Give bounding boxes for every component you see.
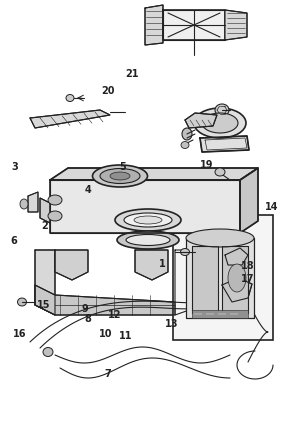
Ellipse shape — [134, 216, 162, 224]
Text: 8: 8 — [85, 314, 92, 324]
Polygon shape — [192, 246, 218, 313]
Polygon shape — [222, 278, 252, 302]
Text: 3: 3 — [11, 162, 18, 172]
Polygon shape — [28, 192, 38, 212]
Ellipse shape — [92, 165, 148, 187]
Text: 16: 16 — [13, 329, 26, 339]
Ellipse shape — [215, 168, 225, 176]
Polygon shape — [222, 246, 248, 313]
Polygon shape — [200, 136, 249, 152]
Ellipse shape — [18, 298, 26, 306]
Text: 21: 21 — [125, 69, 139, 79]
Polygon shape — [145, 5, 163, 45]
Ellipse shape — [181, 142, 189, 148]
Ellipse shape — [115, 209, 181, 231]
Text: 14: 14 — [264, 202, 278, 212]
Text: 15: 15 — [37, 299, 51, 310]
Bar — [192, 310, 248, 318]
Polygon shape — [186, 238, 254, 318]
Bar — [173, 215, 273, 340]
Polygon shape — [225, 10, 247, 40]
Text: 1: 1 — [159, 259, 166, 269]
Polygon shape — [135, 250, 168, 280]
Text: 18: 18 — [241, 261, 255, 272]
Polygon shape — [175, 250, 195, 315]
Text: 9: 9 — [82, 304, 89, 314]
Text: 20: 20 — [101, 86, 115, 96]
Text: 19: 19 — [199, 160, 213, 170]
Polygon shape — [225, 248, 248, 265]
Ellipse shape — [126, 234, 170, 245]
Text: 4: 4 — [85, 185, 92, 195]
Text: 12: 12 — [108, 310, 121, 320]
Ellipse shape — [48, 211, 62, 221]
Polygon shape — [185, 113, 217, 128]
Ellipse shape — [66, 94, 74, 102]
Text: 10: 10 — [99, 329, 113, 339]
Polygon shape — [35, 285, 175, 315]
Polygon shape — [240, 168, 258, 233]
Text: 11: 11 — [119, 331, 133, 341]
Ellipse shape — [43, 348, 53, 357]
Text: 17: 17 — [241, 274, 255, 284]
Text: 7: 7 — [105, 369, 112, 379]
Text: 6: 6 — [10, 236, 17, 246]
Ellipse shape — [110, 172, 130, 180]
Ellipse shape — [194, 108, 246, 138]
Text: 2: 2 — [42, 221, 49, 231]
Ellipse shape — [186, 229, 254, 247]
Ellipse shape — [182, 128, 192, 140]
Ellipse shape — [124, 213, 172, 227]
Polygon shape — [50, 180, 240, 233]
Text: 13: 13 — [165, 319, 179, 329]
Text: 5: 5 — [119, 162, 126, 172]
Ellipse shape — [202, 113, 238, 133]
Ellipse shape — [20, 199, 28, 209]
Polygon shape — [40, 198, 50, 223]
Polygon shape — [35, 250, 55, 315]
Ellipse shape — [228, 264, 246, 292]
Ellipse shape — [100, 168, 140, 184]
Polygon shape — [50, 168, 258, 180]
Ellipse shape — [215, 104, 229, 116]
Polygon shape — [55, 250, 88, 280]
Ellipse shape — [181, 248, 189, 255]
Polygon shape — [163, 10, 225, 40]
Polygon shape — [30, 110, 110, 128]
Ellipse shape — [48, 195, 62, 205]
Ellipse shape — [117, 231, 179, 249]
